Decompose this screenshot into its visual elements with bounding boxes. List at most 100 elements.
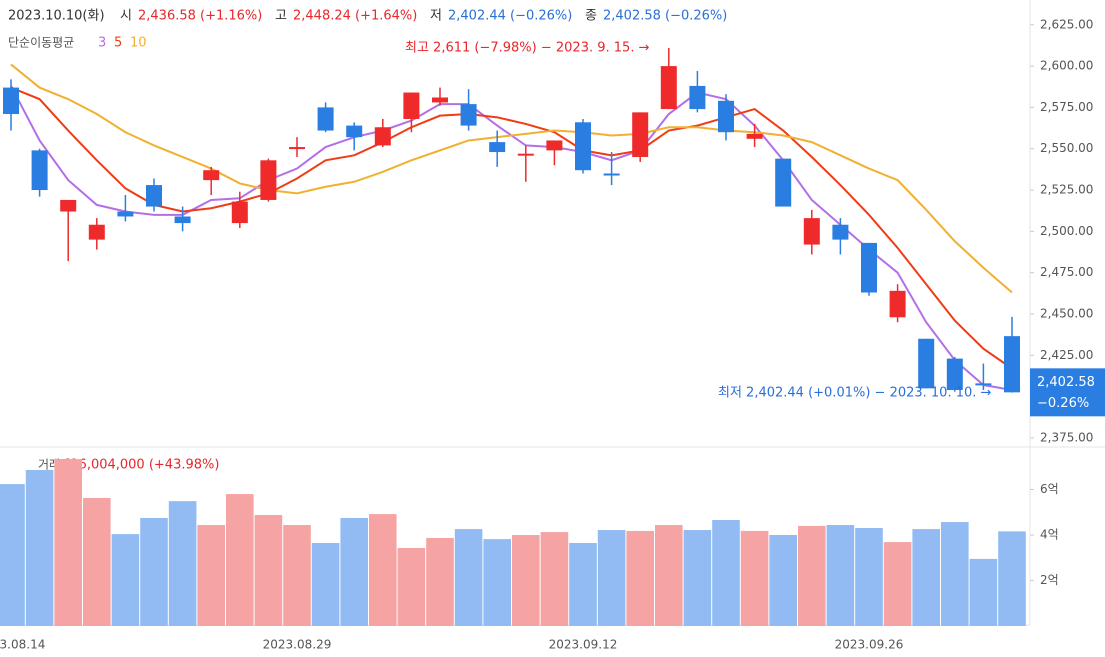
header-value: 2,402.58 (−0.26%) xyxy=(603,9,727,24)
candle-body xyxy=(517,153,534,156)
candle-body xyxy=(260,160,277,200)
y-tick-label: 2,500.00 xyxy=(1040,224,1093,238)
volume-tick-label: 2억 xyxy=(1040,573,1059,587)
volume-bar xyxy=(626,530,654,626)
volume-bar xyxy=(883,542,912,626)
candle-body xyxy=(660,66,677,110)
volume-bar xyxy=(855,527,883,626)
candle-body xyxy=(117,211,134,217)
volume-bar xyxy=(0,484,25,626)
volume-bar xyxy=(769,535,797,626)
annotation: 최저 2,402.44 (+0.01%) − 2023. 10. 10. → xyxy=(718,386,992,401)
x-tick-label: 2023.09.12 xyxy=(549,638,618,652)
legend-title: 단순이동평균 xyxy=(8,36,74,50)
volume-bar xyxy=(168,501,197,626)
candle-body xyxy=(31,150,48,191)
last-change: −0.26% xyxy=(1037,396,1089,411)
x-tick-label: 2023.08.29 xyxy=(263,638,332,652)
last-price: 2,402.58 xyxy=(1037,375,1095,390)
ma-line xyxy=(10,85,1013,391)
candle-body xyxy=(632,112,649,157)
legend-entry: 3 xyxy=(98,36,106,51)
candle-body xyxy=(346,125,363,138)
volume-bar xyxy=(311,542,340,626)
candle-body xyxy=(203,170,220,181)
legend-entry: 10 xyxy=(130,36,147,51)
volume-bar xyxy=(969,558,998,626)
candle-body xyxy=(1004,336,1020,393)
candle-body xyxy=(603,173,620,176)
volume-bar xyxy=(798,525,826,626)
y-tick-label: 2,575.00 xyxy=(1040,100,1093,114)
volume-bar xyxy=(597,530,626,626)
candle-body xyxy=(489,142,506,153)
volume-bar xyxy=(540,532,569,626)
header-value: 2,402.44 (−0.26%) xyxy=(448,9,572,24)
candle-body xyxy=(174,216,191,224)
header-date: 2023.10.10(화) xyxy=(8,9,105,24)
candle-body xyxy=(746,133,763,139)
candle-body xyxy=(231,201,248,224)
volume-tick-label: 6억 xyxy=(1040,482,1059,496)
header-value: 2,448.24 (+1.64%) xyxy=(293,9,417,24)
y-tick-label: 2,600.00 xyxy=(1040,59,1093,73)
candle-body xyxy=(546,140,563,151)
legend-entry: 5 xyxy=(114,36,122,51)
y-tick-label: 2,625.00 xyxy=(1040,17,1093,31)
header-label: 저 xyxy=(430,9,442,24)
candle-body xyxy=(432,97,448,103)
header-label: 종 xyxy=(585,9,597,24)
candle-body xyxy=(403,92,420,119)
candle-body xyxy=(775,158,792,207)
volume-bar xyxy=(512,535,540,626)
candle-body xyxy=(918,338,935,389)
ma-line xyxy=(10,63,1013,294)
candle-body xyxy=(3,87,19,115)
candle-body xyxy=(832,224,849,240)
candle-body xyxy=(317,107,334,131)
volume-bar xyxy=(340,517,368,626)
candle-body xyxy=(861,242,877,293)
candle-body xyxy=(803,218,820,245)
y-tick-label: 2,450.00 xyxy=(1040,306,1093,320)
volume-bar xyxy=(226,494,254,626)
volume-bar xyxy=(254,515,283,626)
volume-bar xyxy=(569,542,597,626)
volume-bar xyxy=(83,497,111,626)
ma-line xyxy=(10,86,1013,370)
x-tick-label: 2023.08.14 xyxy=(0,638,45,652)
volume-bar xyxy=(140,517,168,626)
volume-bar xyxy=(454,529,483,626)
header-label: 고 xyxy=(275,9,287,24)
last-price-box xyxy=(1030,368,1105,417)
candle-body xyxy=(88,224,105,240)
candle-body xyxy=(146,185,162,207)
volume-bar xyxy=(483,539,511,626)
candle-body xyxy=(460,104,477,126)
volume-bar xyxy=(397,547,426,626)
volume-bar xyxy=(941,522,969,626)
volume-bar xyxy=(426,537,454,626)
volume-bar xyxy=(369,514,397,626)
volume-bar xyxy=(283,525,311,626)
volume-value: 416,004,000 (+43.98%) xyxy=(62,458,219,473)
y-tick-label: 2,525.00 xyxy=(1040,183,1093,197)
volume-bar xyxy=(111,534,140,626)
y-tick-label: 2,425.00 xyxy=(1040,348,1093,362)
volume-bar xyxy=(912,529,940,626)
annotation: 최고 2,611 (−7.98%) − 2023. 9. 15. → xyxy=(405,41,650,56)
candle-body xyxy=(689,85,706,110)
x-tick-label: 2023.09.26 xyxy=(835,638,904,652)
volume-bar xyxy=(740,530,769,626)
volume-bar xyxy=(826,525,855,626)
y-tick-label: 2,550.00 xyxy=(1040,141,1093,155)
candle-body xyxy=(575,122,591,171)
volume-bar xyxy=(998,531,1026,626)
candle-body xyxy=(946,358,963,390)
volume-bar xyxy=(712,520,740,626)
y-tick-label: 2,375.00 xyxy=(1040,430,1093,444)
volume-bar xyxy=(683,530,712,626)
header-value: 2,436.58 (+1.16%) xyxy=(138,9,262,24)
volume-tick-label: 4억 xyxy=(1040,528,1059,542)
